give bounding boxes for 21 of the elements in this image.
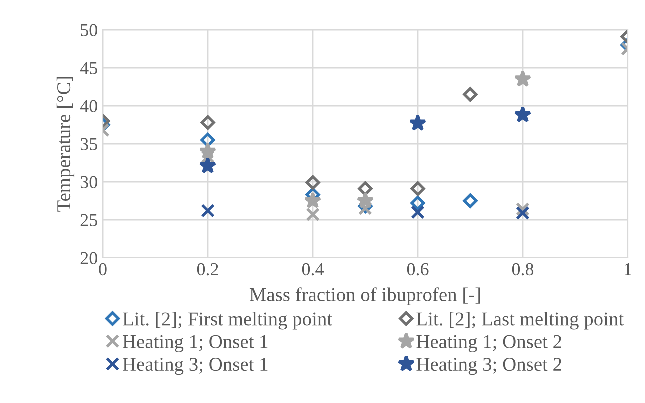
- y-axis-title: Temperature [°C]: [56, 77, 75, 212]
- y-tick-label: 40: [80, 100, 98, 112]
- legend-label: Heating 1; Onset 2: [416, 335, 562, 352]
- x-tick-label: 0.6: [407, 263, 429, 276]
- x-tick-label: 0.8: [512, 263, 534, 276]
- legend-label: Lit. [2]; First melting point: [123, 312, 332, 330]
- y-tick-label: 35: [80, 138, 98, 150]
- x-tick-label: 0.4: [302, 263, 324, 276]
- legend-label: Heating 1; Onset 1: [123, 335, 268, 352]
- y-tick-label: 50: [81, 24, 98, 36]
- x-axis-title: Mass fraction of ibuprofen [-]: [250, 288, 480, 306]
- y-tick-label: 45: [80, 62, 98, 74]
- x-tick-label: 1: [625, 263, 632, 276]
- x-tick-label: 0: [99, 263, 107, 276]
- y-tick-label: 25: [80, 214, 98, 226]
- x-tick-label: 0.2: [197, 263, 218, 276]
- legend-label: Heating 3; Onset 1: [123, 358, 268, 376]
- legend-label: Heating 3; Onset 2: [416, 358, 562, 376]
- legend-label: Lit. [2]; Last melting point: [416, 312, 624, 330]
- y-tick-label: 30: [80, 176, 98, 188]
- y-tick-label: 20: [80, 252, 98, 264]
